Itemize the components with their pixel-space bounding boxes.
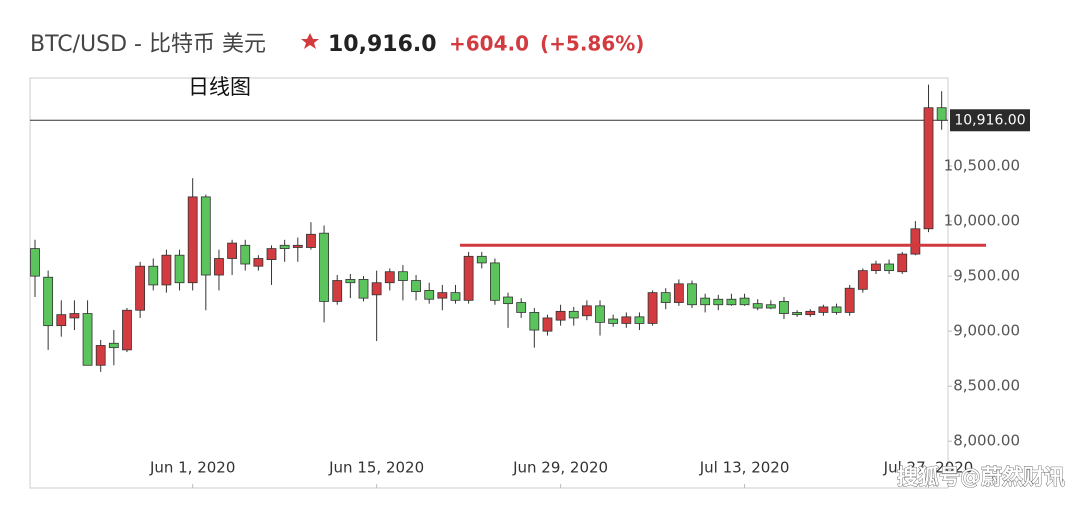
candle-body — [227, 242, 238, 259]
candle-body — [371, 282, 382, 296]
candle-body — [897, 253, 908, 273]
change: +604.0 — [449, 32, 529, 56]
watermark: 搜狐号@蔚然财讯 — [897, 465, 1065, 489]
candle-body — [411, 280, 421, 292]
candle-body — [174, 254, 185, 284]
x-tick-label: Jun 1, 2020 — [149, 459, 235, 477]
candle-body — [30, 248, 40, 277]
candle-body — [384, 271, 395, 284]
candle-body — [818, 306, 829, 313]
candle-body — [673, 283, 684, 303]
x-tick-label: Jul 13, 2020 — [699, 459, 790, 477]
last-price-box — [950, 109, 1030, 132]
candle-body — [647, 292, 658, 324]
candle-body — [660, 292, 671, 303]
candle-body — [634, 316, 645, 324]
candle-body — [871, 263, 881, 272]
candle-body — [463, 255, 474, 301]
candle-body — [621, 316, 632, 324]
candle-body — [489, 262, 500, 301]
candle-body — [700, 297, 711, 306]
candle-body — [306, 233, 316, 248]
candle-body — [503, 296, 513, 305]
candle-body — [266, 248, 277, 261]
y-tick-label: 9,500.00 — [953, 267, 1020, 285]
candle-body — [529, 312, 540, 331]
candle-body — [765, 304, 776, 309]
candle-body — [345, 279, 356, 284]
y-tick-label: 9,000.00 — [953, 322, 1020, 340]
x-tick-label: Jun 15, 2020 — [328, 459, 424, 477]
chart-title: BTC/USD - 比特币 美元 — [30, 32, 266, 57]
candle-body — [187, 196, 198, 284]
candle-body — [82, 313, 93, 366]
price: 10,916.0 — [328, 32, 437, 57]
candle-body — [332, 280, 343, 302]
x-tick-label: Jul 27, 2020 — [883, 459, 974, 477]
candle-body — [542, 317, 553, 332]
candle-body — [923, 107, 934, 230]
candle-body — [687, 283, 697, 306]
candle-body — [424, 290, 435, 300]
x-tick-label: Jun 29, 2020 — [512, 459, 608, 477]
candle-body — [726, 298, 737, 306]
candle-body — [739, 297, 750, 306]
candle-body — [608, 318, 619, 324]
plot-frame — [29, 77, 949, 489]
candle-body — [568, 310, 579, 319]
candle-body — [884, 263, 894, 272]
candle-body — [108, 342, 119, 349]
candle-body — [69, 313, 80, 319]
y-tick-label: 8,500.00 — [953, 377, 1020, 395]
candle-body — [595, 305, 605, 323]
subtitle: 日线图 — [188, 75, 251, 99]
change-pct: (+5.86%) — [540, 32, 644, 56]
candle-body — [319, 232, 329, 302]
candle-body — [857, 270, 868, 290]
candle-body — [135, 265, 146, 311]
candle-body — [240, 244, 251, 265]
candle-body — [437, 292, 448, 299]
candle-body — [805, 310, 816, 316]
candle-body — [581, 305, 592, 317]
candle-body — [844, 287, 855, 313]
candle-body — [831, 306, 842, 313]
up-indicator — [301, 33, 319, 49]
y-tick-label: 8,000.00 — [953, 432, 1020, 450]
candle-body — [95, 345, 106, 366]
candle-body — [279, 244, 290, 250]
y-tick-label: 10,000.00 — [944, 212, 1020, 230]
candle-body — [792, 312, 803, 316]
candle-body — [936, 107, 947, 121]
candle-body — [122, 309, 132, 351]
y-tick-label: 10,500.00 — [944, 157, 1020, 175]
candle-body — [450, 292, 461, 301]
candle-body — [56, 314, 67, 327]
candle-body — [214, 258, 224, 276]
candle-body — [200, 196, 211, 276]
candle-body — [713, 298, 724, 306]
candle-body — [779, 301, 789, 314]
candle-body — [476, 255, 487, 264]
candle-body — [253, 258, 264, 267]
candle-body — [555, 310, 566, 321]
candle-body — [752, 303, 763, 309]
candle-body — [161, 254, 172, 286]
last-price-label: 10,916.00 — [954, 112, 1025, 128]
candle-body — [398, 271, 408, 281]
candle-body — [910, 228, 921, 255]
candle-body — [516, 302, 527, 313]
candle-body — [148, 265, 159, 286]
candle-body — [358, 279, 369, 299]
candle-body — [292, 244, 303, 248]
candle-body — [43, 276, 54, 327]
